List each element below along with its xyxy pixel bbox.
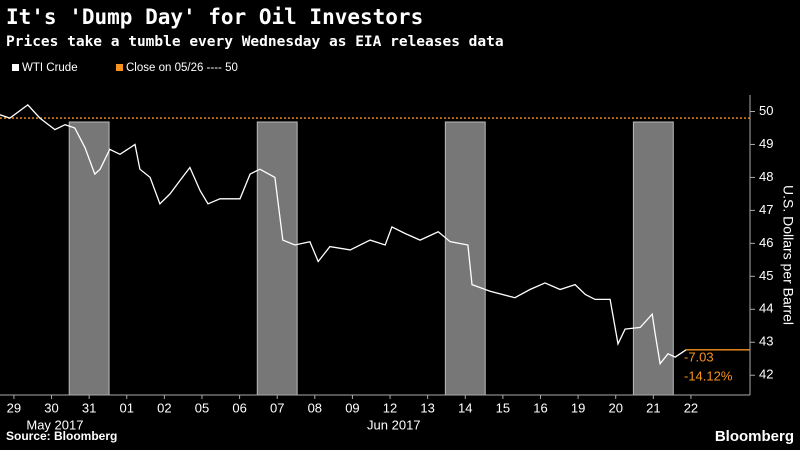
x-tick-label: 29 [7, 400, 21, 415]
y-axis-label: U.S. Dollars per Barrel [780, 185, 796, 325]
x-tick-label: 21 [646, 400, 660, 415]
x-tick-label: 19 [571, 400, 585, 415]
y-tick-label: 44 [759, 301, 773, 316]
x-tick-label: 31 [82, 400, 96, 415]
y-tick-label: 46 [759, 235, 773, 250]
chart-subtitle: Prices take a tumble every Wednesday as … [6, 34, 504, 50]
y-tick-label: 50 [759, 103, 773, 118]
x-tick-label: 15 [496, 400, 510, 415]
y-tick-label: 42 [759, 367, 773, 382]
wednesday-highlight [256, 121, 298, 396]
chart-title: It's 'Dump Day' for Oil Investors [6, 5, 423, 29]
x-tick-label: 14 [458, 400, 472, 415]
month-label: May 2017 [26, 417, 83, 432]
y-tick-label: 47 [759, 202, 773, 217]
legend-label: Close on 05/26 ---- 50 [126, 62, 238, 74]
x-tick-label: 22 [684, 400, 698, 415]
legend-swatch [116, 64, 123, 71]
legend-label: WTI Crude [22, 62, 78, 74]
x-tick-label: 12 [383, 400, 397, 415]
x-tick-label: 05 [195, 400, 209, 415]
month-label: Jun 2017 [367, 417, 421, 432]
legend-swatch [12, 64, 19, 71]
y-tick-label: 45 [759, 268, 773, 283]
change-annotation: -14.12% [684, 368, 733, 383]
x-tick-label: 07 [270, 400, 284, 415]
source: Source: Bloomberg [6, 429, 117, 443]
x-tick-label: 02 [157, 400, 171, 415]
x-tick-label: 09 [345, 400, 359, 415]
wednesday-highlight [68, 121, 110, 396]
x-tick-label: 01 [120, 400, 134, 415]
x-tick-label: 06 [232, 400, 246, 415]
brand: Bloomberg [715, 428, 794, 445]
x-tick-label: 30 [44, 400, 58, 415]
x-tick-label: 08 [308, 400, 322, 415]
y-tick-label: 49 [759, 136, 773, 151]
x-tick-label: 20 [608, 400, 622, 415]
change-annotation: -7.03 [684, 349, 714, 364]
x-tick-label: 13 [420, 400, 434, 415]
y-tick-label: 48 [759, 169, 773, 184]
price-line [0, 104, 687, 366]
x-tick-label: 16 [533, 400, 547, 415]
wednesday-highlight [444, 121, 486, 396]
y-tick-label: 43 [759, 334, 773, 349]
